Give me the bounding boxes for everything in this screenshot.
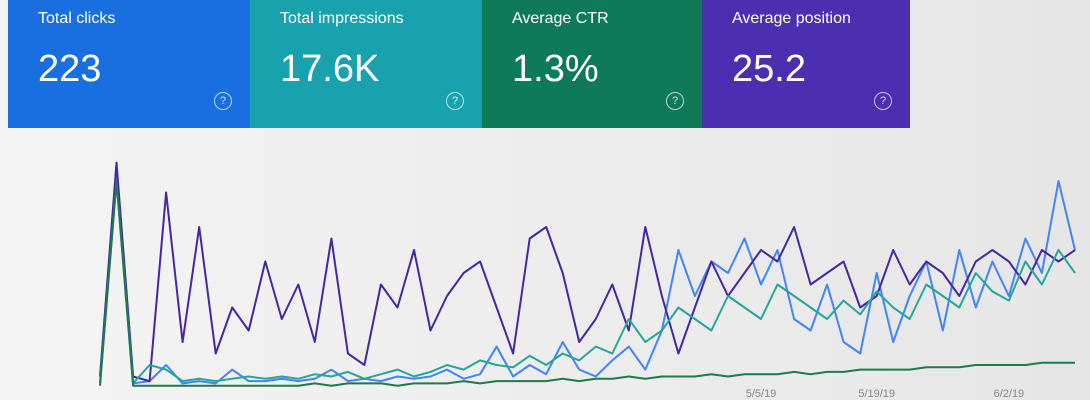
card-value: 223: [38, 48, 102, 90]
series-line: [99, 168, 1076, 385]
series-line: [99, 180, 1075, 387]
x-tick-label: 6/2/19: [994, 388, 1025, 400]
card-title: Average position: [732, 10, 851, 27]
card-value: 17.6K: [280, 48, 380, 90]
help-icon[interactable]: ?: [214, 92, 232, 110]
x-tick-label: 5/5/19: [746, 388, 777, 400]
help-icon[interactable]: ?: [874, 92, 892, 110]
card-value: 1.3%: [512, 48, 599, 90]
metric-card[interactable]: Total clicks 223?: [8, 0, 250, 128]
help-icon[interactable]: ?: [666, 92, 684, 110]
series-line: [99, 161, 1076, 383]
card-title: Average CTR: [512, 10, 609, 27]
card-title: Total clicks: [38, 10, 116, 27]
metric-card[interactable]: Total impressions 17.6K?: [250, 0, 482, 128]
card-title: Total impressions: [280, 10, 404, 27]
help-icon[interactable]: ?: [446, 92, 464, 110]
series-line: [99, 180, 1076, 385]
metric-card[interactable]: Average position 25.2?: [702, 0, 910, 128]
metric-card[interactable]: Average CTR 1.3%?: [482, 0, 702, 128]
card-value: 25.2: [732, 48, 806, 90]
x-tick-label: 5/19/19: [858, 388, 895, 400]
